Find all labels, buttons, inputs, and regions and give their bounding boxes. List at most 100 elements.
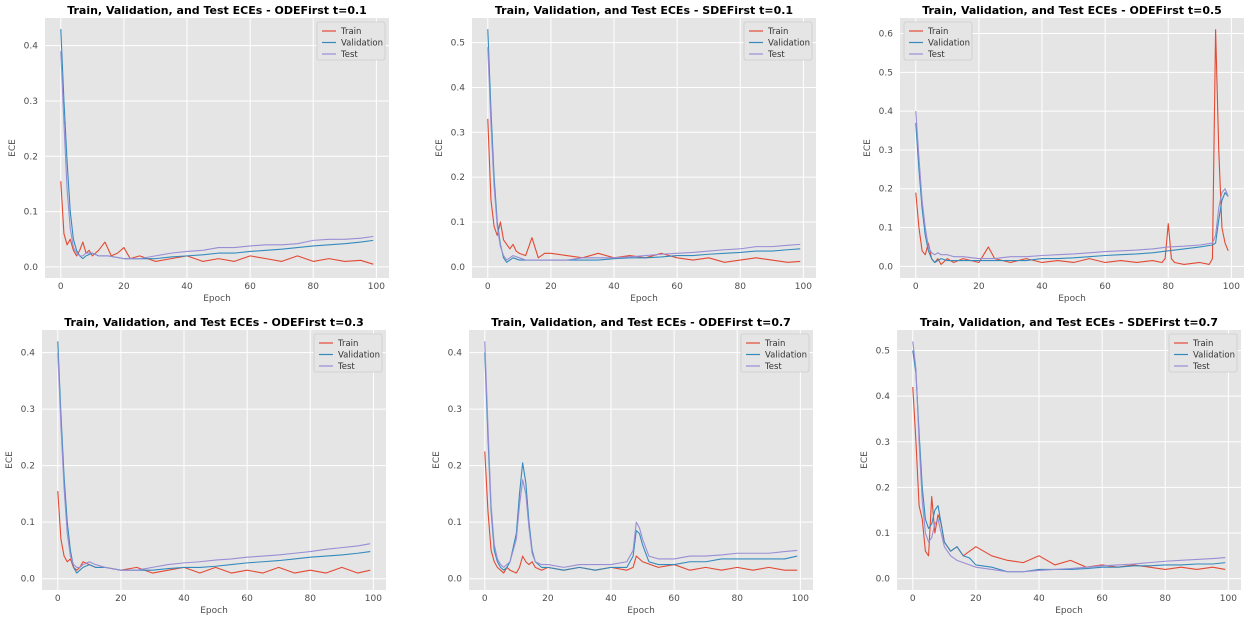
x-tick-label: 60	[241, 594, 253, 604]
legend-label-test: Test	[340, 50, 358, 60]
y-tick-label: 0.4	[24, 42, 39, 52]
legend-label-validation: Validation	[765, 351, 807, 361]
x-tick-label: 100	[1223, 282, 1240, 292]
series-line-validation	[912, 350, 1226, 573]
x-tick-label: 60	[1099, 282, 1111, 292]
chart-title: Train, Validation, and Test ECEs - ODEFi…	[67, 4, 367, 17]
y-tick-label: 0.1	[24, 208, 38, 218]
x-tick-label: 80	[308, 282, 320, 292]
legend-label-test: Test	[927, 50, 945, 60]
chart-panel-3: 0.0 0.1 0.2 0.3 0.4 0.5 0.6 0 20 40 60 80 100 Train, …	[863, 4, 1244, 304]
y-tick-label: 0.4	[879, 107, 894, 117]
y-tick-label: 0.3	[876, 438, 890, 448]
x-tick-label: 0	[485, 282, 491, 292]
series-line-test	[915, 111, 1229, 260]
x-tick-label: 80	[1160, 594, 1172, 604]
y-tick-label: 0.1	[448, 518, 462, 528]
plot-area	[469, 330, 813, 590]
x-tick-label: 100	[792, 594, 809, 604]
series-line-train	[912, 386, 1226, 571]
y-tick-label: 0.3	[24, 97, 38, 107]
y-tick-label: 0.0	[879, 262, 894, 272]
x-tick-label: 60	[1096, 594, 1108, 604]
y-tick-label: 0.2	[876, 483, 890, 493]
legend-label-validation: Validation	[768, 39, 810, 49]
y-tick-label: 0.4	[21, 349, 36, 359]
legend-label-train: Train	[764, 339, 785, 349]
x-tick-label: 20	[973, 282, 985, 292]
y-tick-label: 0.5	[879, 68, 893, 78]
x-axis-label: Epoch	[630, 294, 658, 304]
x-tick-label: 40	[178, 594, 190, 604]
x-tick-label: 0	[913, 282, 919, 292]
legend-label-validation: Validation	[338, 351, 380, 361]
y-tick-label: 0.3	[21, 405, 35, 415]
y-tick-label: 0.1	[21, 518, 35, 528]
legend-label-validation: Validation	[1193, 351, 1235, 361]
x-axis-label: Epoch	[1055, 606, 1083, 616]
y-axis-label: ECE	[860, 451, 870, 469]
chart-panel-6: 0.0 0.1 0.2 0.3 0.4 0.5 0 20 40 60 80 100 Train, Val…	[860, 316, 1241, 616]
x-tick-label: 0	[482, 594, 488, 604]
x-tick-label: 0	[910, 594, 916, 604]
y-tick-label: 0.0	[448, 575, 463, 585]
legend-label-test: Test	[767, 50, 785, 60]
y-tick-label: 0.0	[451, 263, 466, 273]
legend-label-test: Test	[764, 362, 782, 372]
x-tick-label: 20	[545, 282, 557, 292]
chart-title: Train, Validation, and Test ECEs - SDEFi…	[495, 4, 793, 17]
legend-label-validation: Validation	[341, 39, 383, 49]
chart-title: Train, Validation, and Test ECEs - ODEFi…	[922, 4, 1222, 17]
legend-label-test: Test	[1192, 362, 1210, 372]
y-tick-label: 0.5	[876, 347, 890, 357]
plot-area	[472, 18, 816, 278]
y-tick-label: 0.2	[21, 462, 35, 472]
y-tick-label: 0.0	[21, 575, 36, 585]
y-tick-label: 0.0	[876, 575, 891, 585]
x-tick-label: 100	[1220, 594, 1237, 604]
y-tick-label: 0.2	[451, 173, 465, 183]
y-tick-label: 0.5	[451, 39, 465, 49]
chart-panel-2: 0.0 0.1 0.2 0.3 0.4 0.5 0 20 40 60 80 100 Train, Val…	[435, 4, 816, 304]
series-line-validation	[60, 29, 374, 260]
y-tick-label: 0.3	[879, 146, 893, 156]
x-tick-label: 60	[671, 282, 683, 292]
y-tick-label: 0.3	[451, 128, 465, 138]
y-tick-label: 0.1	[879, 224, 893, 234]
y-tick-label: 0.4	[448, 349, 463, 359]
legend-label-train: Train	[927, 27, 948, 37]
y-tick-label: 0.3	[448, 405, 462, 415]
x-tick-label: 20	[542, 594, 554, 604]
y-tick-label: 0.1	[876, 529, 890, 539]
series-line-test	[484, 341, 798, 568]
series-line-train	[915, 29, 1229, 265]
y-tick-label: 0.2	[448, 462, 462, 472]
series-line-test	[487, 47, 801, 261]
chart-panel-5: 0.0 0.1 0.2 0.3 0.4 0 20 40 60 80 100 Train, Valida…	[432, 316, 813, 616]
y-tick-label: 0.0	[24, 263, 39, 273]
chart-title: Train, Validation, and Test ECEs - ODEFi…	[491, 316, 791, 329]
x-tick-label: 100	[368, 282, 385, 292]
x-tick-label: 100	[795, 282, 812, 292]
chart-title: Train, Validation, and Test ECEs - ODEFi…	[64, 316, 364, 329]
plot-area	[900, 18, 1244, 278]
legend-label-train: Train	[340, 27, 361, 37]
series-line-test	[912, 341, 1226, 573]
x-tick-label: 100	[365, 594, 382, 604]
x-axis-label: Epoch	[1058, 294, 1086, 304]
y-tick-label: 0.4	[876, 392, 891, 402]
legend-label-train: Train	[1192, 339, 1213, 349]
y-axis-label: ECE	[432, 451, 442, 469]
plot-area	[45, 18, 389, 278]
x-tick-label: 60	[244, 282, 256, 292]
y-tick-label: 0.2	[24, 152, 38, 162]
legend-label-train: Train	[337, 339, 358, 349]
y-tick-label: 0.4	[451, 83, 466, 93]
y-tick-label: 0.1	[451, 218, 465, 228]
x-tick-label: 40	[1033, 594, 1045, 604]
chart-panel-4: 0.0 0.1 0.2 0.3 0.4 0 20 40 60 80 100 Train, Valida…	[5, 316, 386, 616]
